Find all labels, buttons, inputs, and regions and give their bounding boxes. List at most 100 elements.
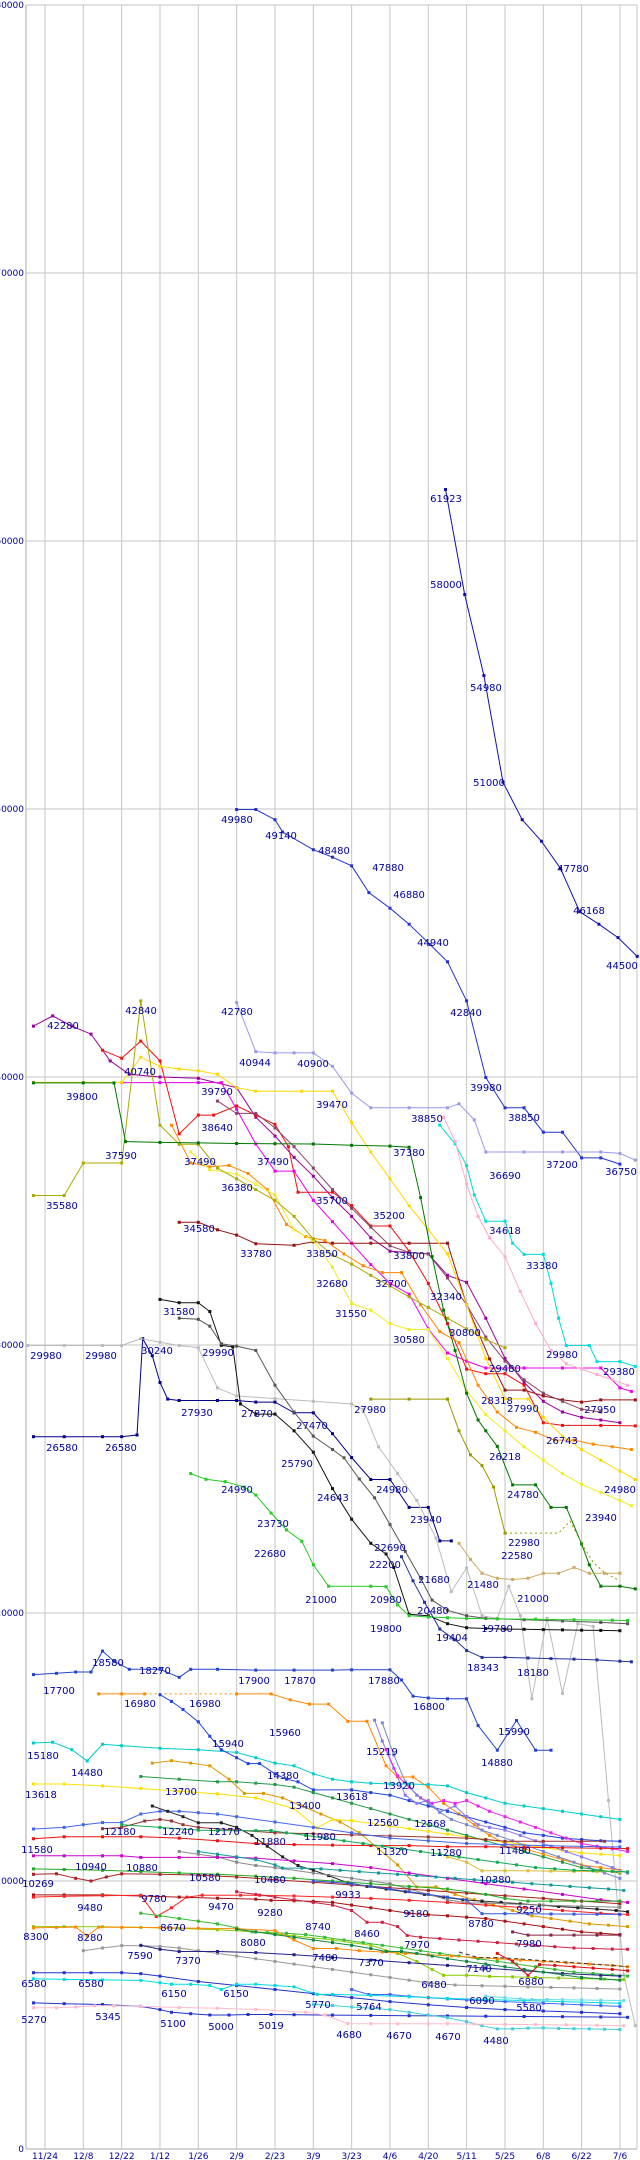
series-marker-green-3 — [62, 1868, 66, 1871]
series-marker-slate — [480, 1828, 484, 1832]
series-marker-lime — [557, 1976, 561, 1980]
data-label: 4480 — [483, 2036, 508, 2047]
series-marker-royal-blue — [446, 1697, 449, 1701]
series-marker-purple — [70, 1024, 74, 1028]
series-marker-periwinkle — [618, 1151, 622, 1155]
series-marker-darkred-upper — [407, 1241, 411, 1245]
series-marker-maroon-zigzag — [158, 1872, 162, 1876]
series-marker-gray-3 — [369, 1879, 373, 1883]
series-marker-orange-upper — [495, 1410, 499, 1414]
series-marker-blue-6 — [101, 2003, 104, 2006]
series-marker-teal-2 — [415, 1874, 419, 1878]
series-marker-blue-3 — [158, 1809, 162, 1813]
series-line-royal-blue — [33, 1650, 551, 1752]
series-marker-red-3 — [446, 1900, 449, 1904]
series-marker-red-2 — [32, 1837, 35, 1841]
data-label: 11320 — [376, 1847, 408, 1858]
series-marker-gold-1 — [407, 1204, 411, 1208]
data-label: 34618 — [489, 1226, 521, 1237]
data-label: 39980 — [470, 1083, 502, 1094]
series-marker-navy-2 — [331, 855, 334, 859]
series-marker-olive-2 — [492, 1485, 495, 1489]
series-marker-blue-3 — [235, 1815, 239, 1819]
series-marker-slate — [587, 1866, 591, 1870]
series-marker-orange-upper — [572, 1438, 576, 1442]
series-marker-magenta-upper — [446, 1351, 449, 1355]
data-label: 14880 — [481, 1758, 513, 1769]
series-marker-yellow-2 — [292, 1228, 296, 1232]
series-marker-royal-blue — [112, 1659, 116, 1663]
series-marker-orange-3 — [357, 1949, 361, 1953]
series-marker-gray-4 — [81, 1949, 85, 1953]
series-marker-darkgreen-1 — [442, 1308, 446, 1312]
series-marker-black-1 — [369, 1541, 373, 1545]
series-marker-darkgreen-1 — [495, 1444, 499, 1448]
series-marker-blue-5 — [273, 1988, 277, 1991]
series-marker-green-4 — [438, 1951, 442, 1955]
series-marker-gold-3 — [480, 1869, 484, 1873]
series-marker-tan — [469, 1557, 472, 1561]
series-marker-blue-3 — [177, 1809, 181, 1813]
data-label: 5345 — [95, 2012, 120, 2023]
x-tick-label: 12/8 — [73, 2152, 93, 2160]
series-marker-blue-6 — [484, 2014, 488, 2018]
series-marker-crimson — [553, 1945, 557, 1949]
series-marker-darkgray — [273, 1383, 277, 1387]
series-marker-lime — [415, 1959, 419, 1963]
series-marker-darkgray — [254, 1348, 258, 1352]
series-marker-olive-1 — [81, 1161, 85, 1165]
series-marker-yellow-2 — [484, 1413, 488, 1417]
series-marker-blue-4 — [426, 1892, 430, 1896]
data-label: 13700 — [165, 1787, 197, 1798]
x-tick-label: 6/8 — [536, 2152, 551, 2160]
series-marker-orange-3 — [334, 1947, 338, 1950]
series-marker-lightgray — [177, 1344, 181, 1347]
series-marker-orange-2b — [426, 1785, 430, 1789]
series-marker-orange-2b — [327, 1702, 331, 1706]
data-label: 5580 — [516, 2003, 541, 2014]
series-marker-red-3 — [170, 1906, 173, 1910]
series-marker-black-1 — [503, 1627, 507, 1631]
data-label: 40944 — [239, 1058, 271, 1069]
data-label: 17880 — [368, 1676, 400, 1687]
series-marker-red-3 — [139, 1893, 143, 1897]
series-marker-cyan-1 — [564, 1344, 568, 1347]
series-marker-slate — [557, 1855, 561, 1859]
series-marker-amber — [170, 1759, 173, 1763]
series-marker-blue-6 — [269, 2013, 273, 2016]
series-marker-black-1 — [219, 1343, 223, 1347]
series-marker-olive-1 — [426, 1306, 430, 1309]
series-marker-crimson — [626, 1947, 630, 1951]
series-marker-darkgreen-1 — [511, 1483, 515, 1487]
series-marker-black-1 — [465, 1626, 469, 1630]
series-marker-blue-2 — [426, 1804, 430, 1808]
series-marker-crimson — [235, 1890, 239, 1894]
series-marker-gold-1 — [580, 1448, 584, 1451]
series-marker-lightgray — [101, 1344, 104, 1347]
series-marker-lightgray — [591, 1624, 595, 1628]
data-label: 19780 — [481, 1624, 513, 1635]
series-marker-black-2 — [595, 1907, 599, 1911]
series-marker-maroon-3 — [254, 1897, 258, 1901]
series-marker-purple — [158, 1075, 162, 1079]
series-marker-green-4 — [265, 1931, 269, 1934]
series-marker-red-4 — [591, 1966, 595, 1970]
series-marker-purple — [196, 1076, 200, 1080]
series-line-pink-2 — [33, 2005, 624, 2027]
series-marker-tan — [618, 1571, 622, 1575]
series-marker-blue-6 — [626, 2015, 630, 2019]
series-marker-gold-1 — [446, 1252, 449, 1256]
series-marker-navy-4 — [446, 1963, 449, 1967]
series-marker-olive-1 — [120, 1161, 124, 1165]
series-marker-green-4 — [476, 1957, 480, 1961]
series-marker-magenta-upper — [311, 1198, 315, 1202]
series-line-yellow-2 — [190, 1151, 632, 1507]
series-marker-darkgray — [403, 1549, 407, 1553]
series-marker-pink-1 — [595, 1373, 599, 1376]
series-marker-blue-4 — [526, 1912, 530, 1916]
data-label: 31550 — [335, 1309, 367, 1320]
series-marker-navy-5 — [438, 1627, 442, 1631]
series-marker-red-3 — [561, 1909, 564, 1912]
series-marker-red-upper — [273, 1122, 277, 1126]
data-label: 6090 — [469, 1996, 494, 2007]
